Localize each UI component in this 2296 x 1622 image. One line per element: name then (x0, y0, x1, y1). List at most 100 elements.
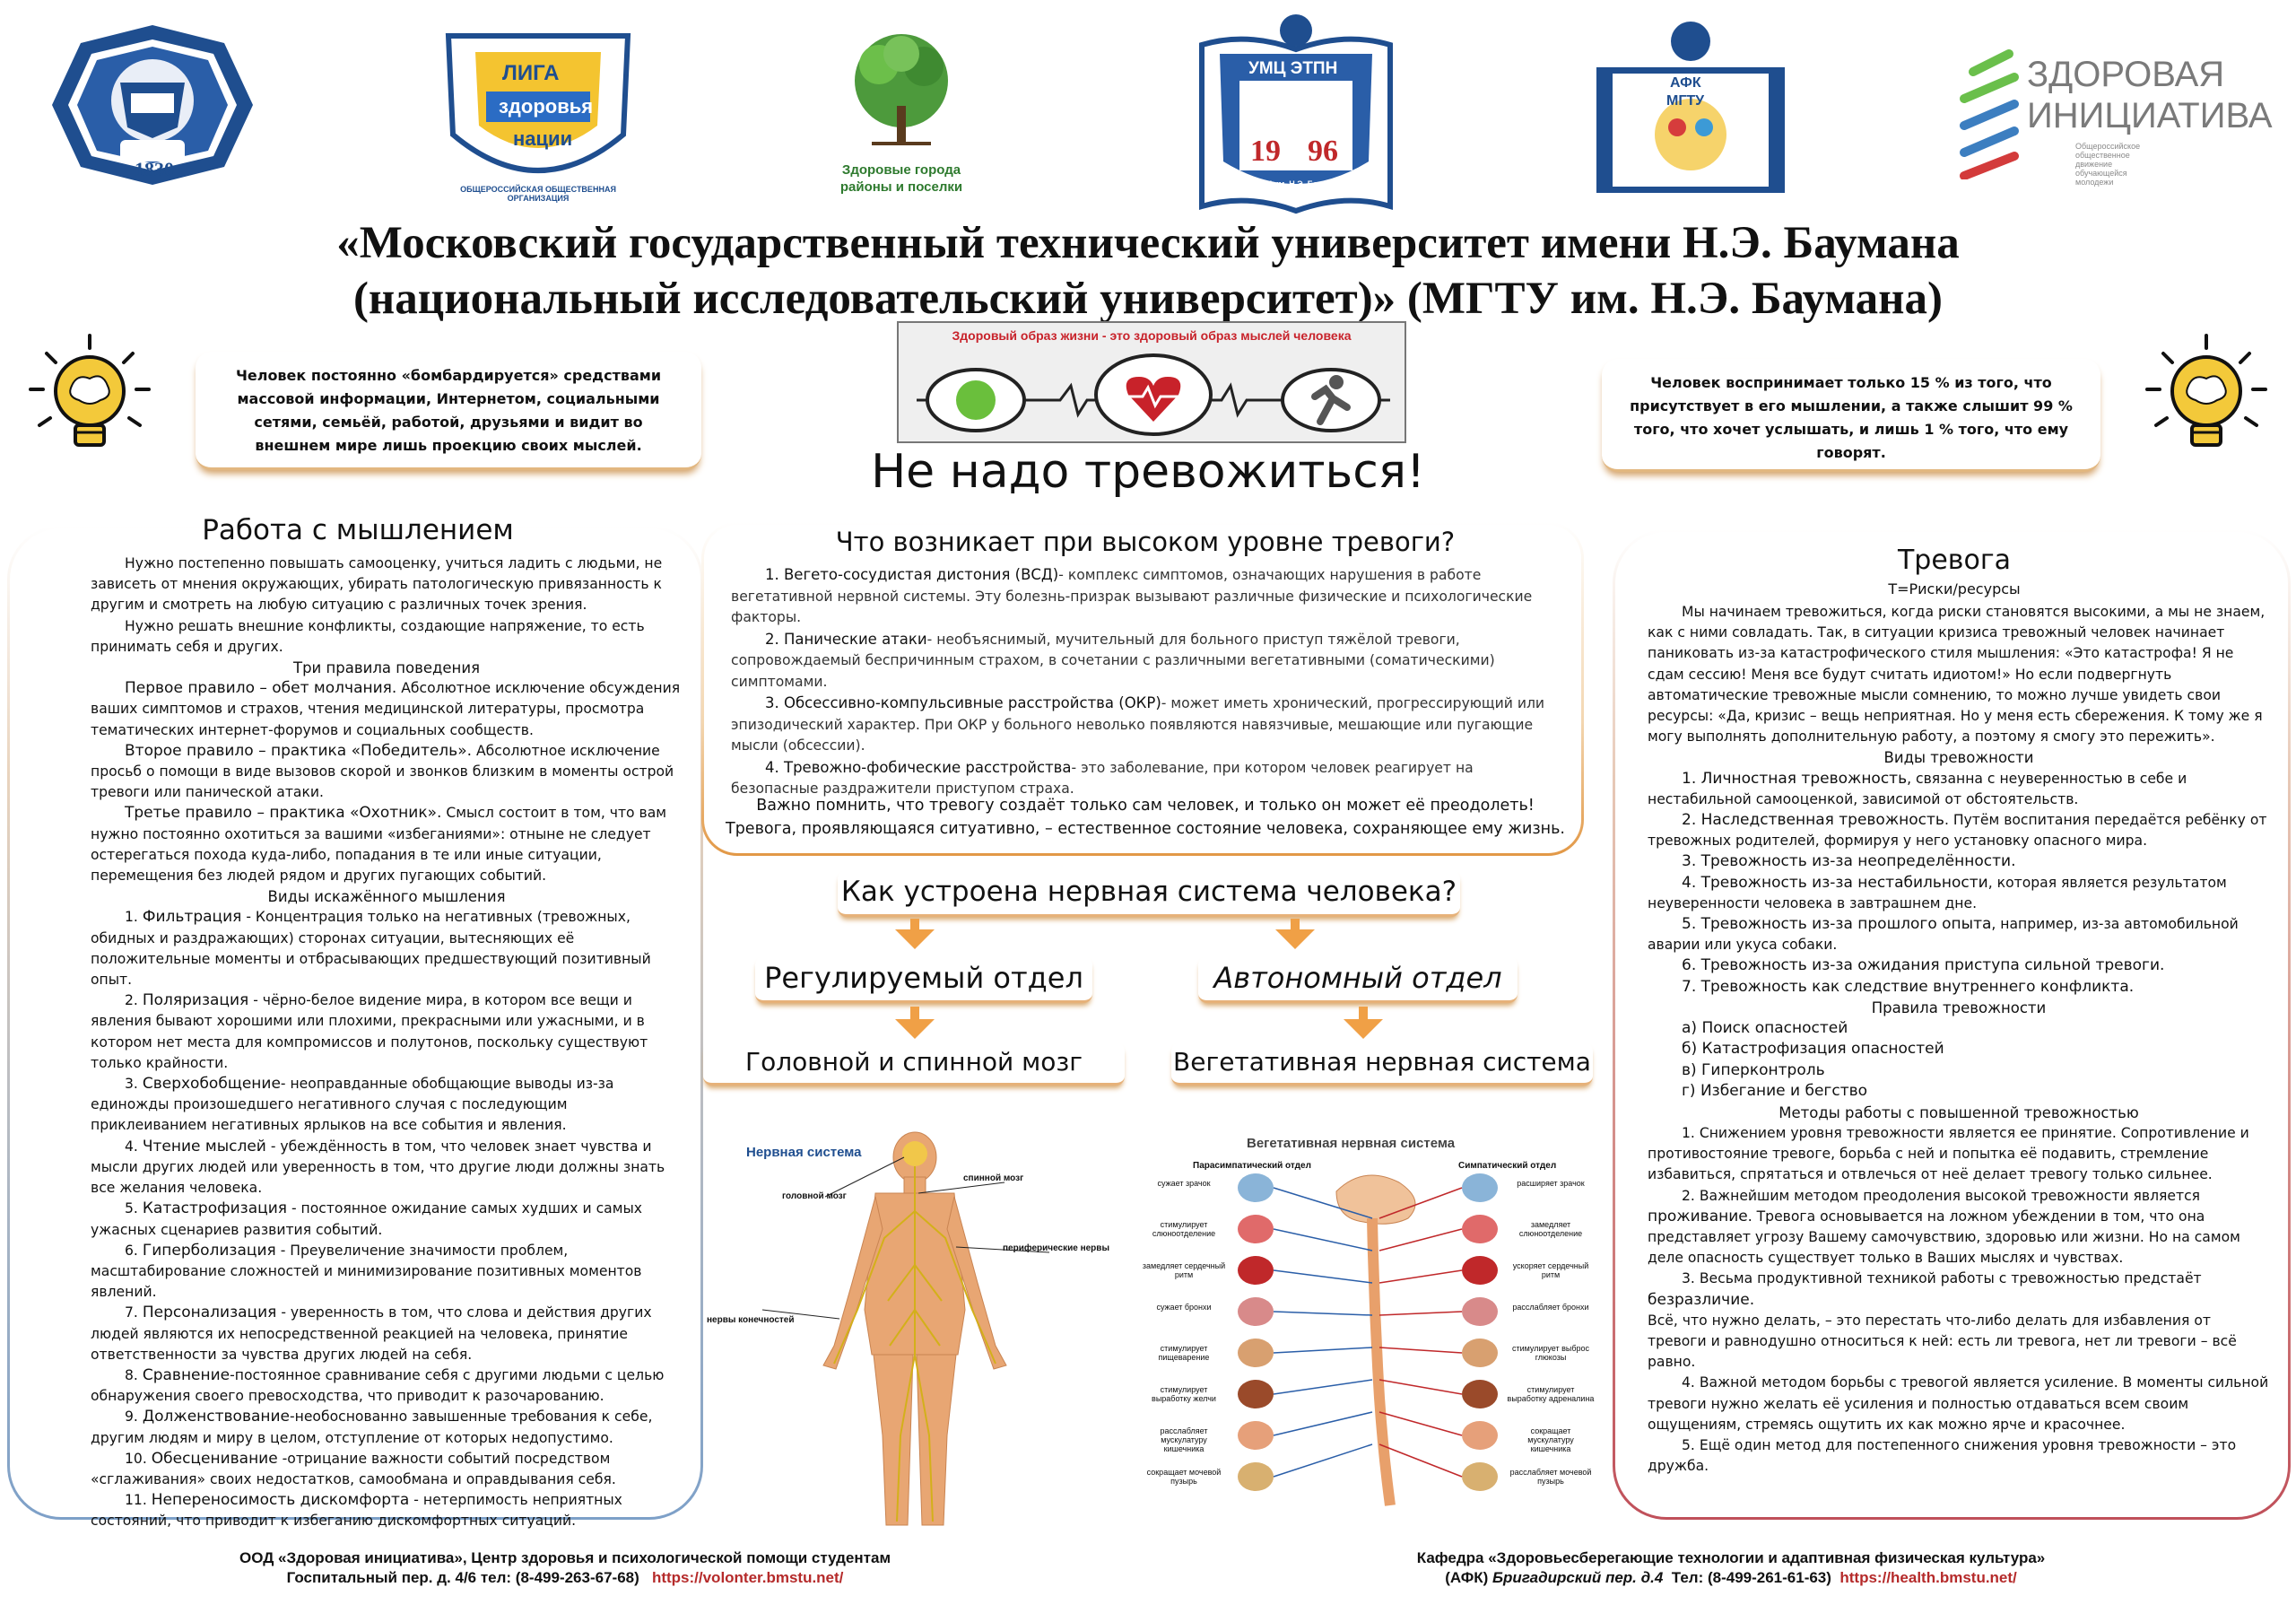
fig2-sym: Симпатический отдел (1458, 1161, 1557, 1171)
distortion-item: 6. Гиперболизация - Преувеличение значим… (91, 1241, 683, 1304)
thinking-panel: Работа с мышлением Нужно постепенно повы… (7, 514, 703, 1529)
method-3-c: Всё, что нужно делать, – это перестать ч… (1648, 1312, 2237, 1371)
fig2-organ-left (1238, 1421, 1274, 1450)
fig2-organ-right (1462, 1421, 1498, 1450)
fig2-nerve-left (1273, 1411, 1373, 1436)
fig2-title: Вегетативная нервная система (1247, 1136, 1456, 1151)
distortion-number: 11. (125, 1492, 152, 1509)
brain-spine: Головной и спинной мозг (703, 1042, 1125, 1086)
zi-sub1: Общероссийское (2075, 142, 2141, 151)
fig2-organ-right (1462, 1256, 1498, 1285)
fig1-spine-label: спинной мозг (963, 1173, 1024, 1183)
distortion-item: 9. Долженствование-необоснованно завышен… (91, 1407, 683, 1448)
anxiety-effect-text: - комплекс симптомов, означающих нарушен… (731, 567, 1533, 625)
fig2-left-label: сужает бронхи (1156, 1303, 1212, 1312)
anxiety-effect-item: 4. Тревожно-фобические расстройства- это… (731, 757, 1565, 800)
distortion-name: Гиперболизация (142, 1241, 276, 1260)
fig2-right-label: расслабляет мочевой пузырь (1509, 1468, 1592, 1486)
distortion-name: Обесценивание (151, 1449, 278, 1468)
fig2-nerve-right (1378, 1311, 1463, 1316)
distortion-name: Фильтрация (142, 908, 242, 927)
anxiety-formula: Т=Риски/ресурсы (1888, 580, 2021, 597)
footer-left-line2: Госпитальный пер. д. 4/6 тел: (8-499-263… (286, 1569, 639, 1586)
umc-year-b: 96 (1308, 135, 1338, 168)
fig2-nerve-right (1378, 1347, 1463, 1354)
fig2-nerve-left (1273, 1347, 1373, 1354)
rule-1-text: Абсолютное исключение обсуждения ваших с… (91, 680, 681, 738)
autonomous-dept: Автономный отдел (1198, 956, 1518, 1003)
fig2-left-label: расслабляет мускулатуру кишечника (1160, 1426, 1208, 1453)
healthy-initiative-logo: ЗДОРОВАЯ ИНИЦИАТИВА Общероссийское общес… (1955, 36, 2273, 197)
title-line2: (национальный исследовательский универси… (352, 274, 1944, 324)
anxiety-effect-text: - это заболевание, при котором человек р… (731, 759, 1474, 798)
anxiety-note-1: Важно помнить, что тревогу создаёт тольк… (756, 797, 1535, 815)
distortion-item: 5. Катастрофизация - постоянное ожидание… (91, 1199, 683, 1240)
zi-line1: ЗДОРОВАЯ (2027, 55, 2225, 94)
afk-bot-text: им. Н.Э. Баумана (1652, 174, 1729, 184)
anxiety-panel: Тревога Т=Риски/ресурсы Мы начинаем трев… (1613, 529, 2291, 1520)
distortion-name: Персонализация (142, 1304, 277, 1322)
method-4: 4. Важной методом борьбы с тревогой явля… (1648, 1374, 2269, 1433)
method-1: 1. Снижением уровня тревожности является… (1648, 1124, 2249, 1183)
fig2-nerve-right (1378, 1443, 1463, 1478)
anxiety-effect-name: 1. Вегето-сосудистая дистония (ВСД) (765, 566, 1059, 583)
anxiety-effects-panel: Что возникает при высоком уровне тревоги… (701, 522, 1584, 856)
footer-right-phone: Тел: (8-499-261-61-63) (1671, 1569, 1831, 1586)
anxiety-type-name: 3. Тревожность из-за неопределённости. (1682, 852, 2016, 871)
fig2-nerve-right (1378, 1187, 1463, 1219)
fig1-limbs-label: нервы конечностей (707, 1315, 795, 1325)
fig2-left-label: сокращает мочевой пузырь (1146, 1468, 1222, 1486)
zi-sub3: движение (2075, 160, 2113, 169)
zi-sub5: молодежи (2075, 178, 2114, 187)
fig2-organ-right (1462, 1215, 1498, 1243)
healthy-cities-logo: Здоровые города районы и поселки (825, 27, 978, 206)
afk-logo: АФК МГТУ им. Н.Э. Баумана (1587, 18, 1794, 211)
fig1-title: Нервная система (746, 1145, 862, 1160)
anxiety-type-name: 7. Тревожность как следствие внутреннего… (1682, 977, 2135, 996)
fig2-left-label: стимулирует слюноотделение (1152, 1220, 1216, 1238)
fig2-organ-left (1238, 1173, 1274, 1202)
page-title: «Московский государственный технический … (0, 215, 2296, 327)
anxiety-type-item: 6. Тревожность из-за ожидания приступа с… (1648, 955, 2270, 976)
umc-sub-text: МГТУ им. Н.Э. Баумана (1249, 179, 1343, 188)
fig2-organ-left (1238, 1215, 1274, 1243)
anxiety-type-name: 2. Наследственная тревожность (1682, 811, 1944, 830)
anxiety-intro: Мы начинаем тревожиться, когда риски ста… (1648, 604, 2266, 746)
fig2-nerve-left (1273, 1187, 1373, 1219)
anxiety-types-title: Виды тревожности (1883, 749, 2034, 767)
anxiety-effects-heading: Что возникает при высоком уровне тревоги… (835, 527, 1456, 557)
bmstu-logo: 1830 (45, 20, 260, 190)
anxiety-type-item: 5. Тревожность из-за прошлого опыта, нап… (1648, 914, 2270, 955)
fig2-nerve-right (1378, 1411, 1463, 1436)
distortion-text: - нетерпимость неприятных состояний, что… (91, 1492, 622, 1530)
distortion-item: 7. Персонализация - уверенность в том, ч… (91, 1303, 683, 1365)
afk-mid-text: МГТУ (1666, 93, 1705, 109)
distortion-number: 9. (125, 1408, 143, 1426)
distortion-name: Сравнение (142, 1365, 230, 1384)
anxiety-effect-item: 1. Вегето-сосудистая дистония (ВСД)- ком… (731, 564, 1565, 629)
umc-logo: УМЦ ЭТПН 19 96 МГТУ им. Н.Э. Баумана (1193, 9, 1399, 215)
fig2-right-label: расслабляет бронхи (1512, 1303, 1589, 1312)
fig2-organ-left (1238, 1339, 1274, 1367)
fig2-organ-left (1238, 1462, 1274, 1491)
anxiety-effect-name: 2. Панические атаки (765, 630, 927, 648)
rule-3-text: Смысл состоит в том, что вам нужно посто… (91, 805, 667, 885)
quote-left: Человек постоянно «бомбардируется» средс… (196, 352, 701, 470)
fig2-organ-left (1238, 1297, 1274, 1326)
fig2-left-label: стимулирует выработку желчи (1152, 1385, 1216, 1403)
footer-right-afk: (АФК) (1445, 1569, 1489, 1586)
thinking-p1: Нужно постепенно повышать самооценку, уч… (91, 555, 663, 614)
footer-left-link[interactable]: https://volonter.bmstu.net/ (651, 1569, 844, 1586)
footer-right-link[interactable]: https://health.bmstu.net/ (1839, 1569, 2017, 1586)
fig2-organ-right (1462, 1297, 1498, 1326)
footer-right-address: Бригадирский пер. д.4 (1492, 1569, 1664, 1586)
distortion-number: 5. (125, 1200, 143, 1217)
distortion-name: Чтение мыслей (142, 1137, 266, 1155)
umc-year-a: 19 (1250, 135, 1281, 168)
rule-1: Первое правило – обет молчания. Абсолютн… (91, 678, 683, 741)
fig2-nerve-right (1378, 1269, 1463, 1284)
anxiety-effect-item: 3. Обсессивно-компульсивные расстройства… (731, 693, 1565, 757)
distortion-number: 7. (125, 1304, 143, 1321)
anxiety-rules-title: Правила тревожности (1871, 998, 2047, 1016)
anxiety-type-text: , например, из-за автомобильной аварии и… (1648, 916, 2239, 954)
